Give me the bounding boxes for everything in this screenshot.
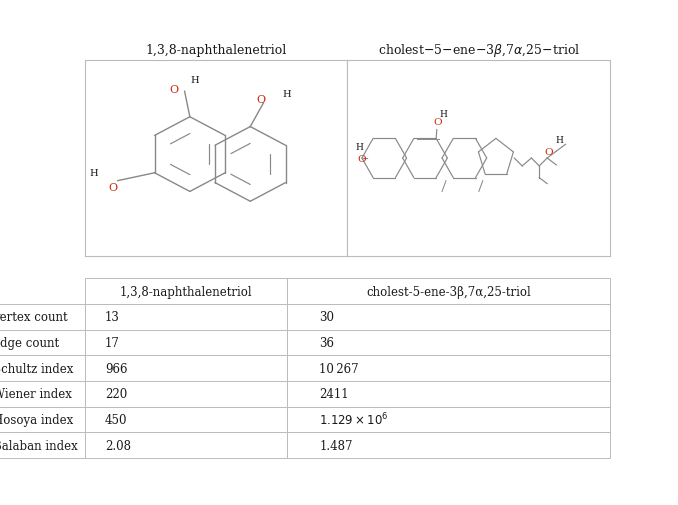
Text: O: O [434, 118, 443, 127]
Text: H: H [355, 142, 363, 152]
Title: 1,3,8-naphthalenetriol: 1,3,8-naphthalenetriol [146, 44, 287, 57]
Title: cholest$-$5$-$ene$-$3$\beta$,7$\alpha$,25$-$triol: cholest$-$5$-$ene$-$3$\beta$,7$\alpha$,2… [378, 42, 580, 59]
Text: O: O [256, 95, 265, 105]
Text: O: O [544, 147, 553, 157]
Text: H: H [191, 76, 199, 85]
Text: O: O [357, 154, 366, 163]
Text: H: H [283, 89, 292, 98]
Text: H: H [439, 110, 447, 119]
Text: H: H [555, 135, 563, 144]
Text: H: H [89, 169, 98, 178]
Text: O: O [108, 182, 117, 192]
Text: O: O [170, 85, 178, 95]
